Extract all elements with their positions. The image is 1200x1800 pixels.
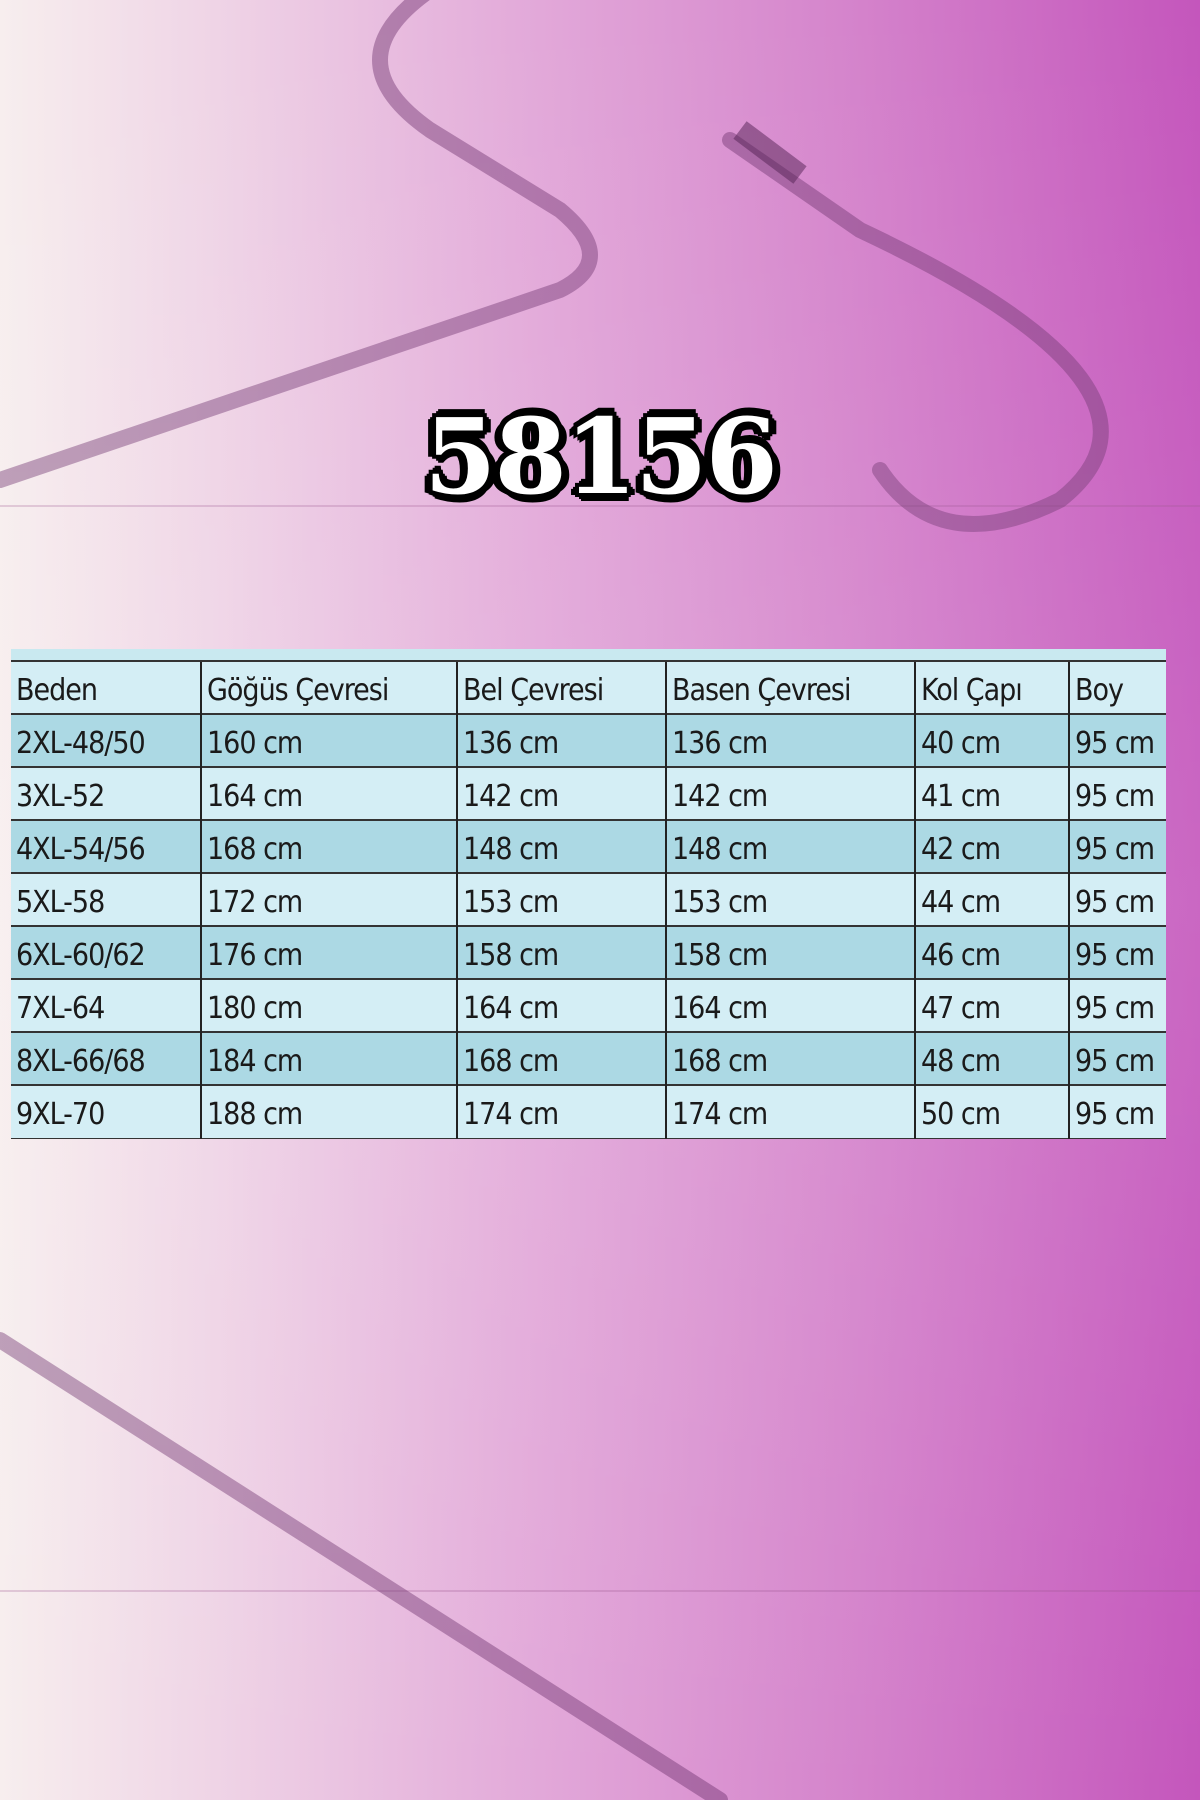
table-header-row: Beden Göğüs Çevresi Bel Çevresi Basen Çevre… xyxy=(11,660,1166,715)
table-row: 4XL-54/56 168 cm 148 cm 148 cm 42 cm 95 cm xyxy=(11,819,1166,874)
table-cell: 188 cm xyxy=(200,1084,457,1139)
table-cell: 172 cm xyxy=(200,872,457,927)
table-cell: 158 cm xyxy=(665,925,915,980)
table-cell: 7XL-64 xyxy=(11,978,201,1033)
table-cell: 50 cm xyxy=(914,1084,1069,1139)
table-cell: 47 cm xyxy=(914,978,1069,1033)
table-cell: 180 cm xyxy=(200,978,457,1033)
table-cell: 160 cm xyxy=(200,713,457,768)
table-cell: 42 cm xyxy=(914,819,1069,874)
table-cell: 9XL-70 xyxy=(11,1084,201,1139)
table-cell: 3XL-52 xyxy=(11,766,201,821)
table-cell: 184 cm xyxy=(200,1031,457,1086)
table-cell: 48 cm xyxy=(914,1031,1069,1086)
table-cell: 176 cm xyxy=(200,925,457,980)
table-cell: 2XL-48/50 xyxy=(11,713,201,768)
table-row: 9XL-70 188 cm 174 cm 174 cm 50 cm 95 cm xyxy=(11,1084,1166,1139)
size-chart-table: Beden Göğüs Çevresi Bel Çevresi Basen Çevre… xyxy=(11,649,1166,1139)
table-cell: 164 cm xyxy=(200,766,457,821)
table-cell: 164 cm xyxy=(665,978,915,1033)
table-cell: Göğüs Çevresi xyxy=(200,660,457,715)
table-cell: 153 cm xyxy=(456,872,666,927)
table-cell: 95 cm xyxy=(1068,925,1166,980)
table-cell: 44 cm xyxy=(914,872,1069,927)
table-cell: 168 cm xyxy=(665,1031,915,1086)
table-cell: 136 cm xyxy=(456,713,666,768)
table-cell: 4XL-54/56 xyxy=(11,819,201,874)
table-cell: 168 cm xyxy=(200,819,457,874)
table-cell: 142 cm xyxy=(665,766,915,821)
table-cell: Boy xyxy=(1068,660,1166,715)
table-cell: Basen Çevresi xyxy=(665,660,915,715)
table-cell: 95 cm xyxy=(1068,1084,1166,1139)
table-cell: 164 cm xyxy=(456,978,666,1033)
table-cell: 142 cm xyxy=(456,766,666,821)
table-cell: 95 cm xyxy=(1068,819,1166,874)
table-cell: 95 cm xyxy=(1068,766,1166,821)
table-cell: 95 cm xyxy=(1068,1031,1166,1086)
table-cell: 95 cm xyxy=(1068,978,1166,1033)
table-cell: 95 cm xyxy=(1068,713,1166,768)
table-cell: 8XL-66/68 xyxy=(11,1031,201,1086)
table-cell: 41 cm xyxy=(914,766,1069,821)
table-cell: 174 cm xyxy=(456,1084,666,1139)
table-cell: 46 cm xyxy=(914,925,1069,980)
table-cell: 153 cm xyxy=(665,872,915,927)
table-cell: 136 cm xyxy=(665,713,915,768)
table-cell: 5XL-58 xyxy=(11,872,201,927)
table-row: 2XL-48/50 160 cm 136 cm 136 cm 40 cm 95 cm xyxy=(11,713,1166,768)
table-cell: 6XL-60/62 xyxy=(11,925,201,980)
table-cell: 148 cm xyxy=(456,819,666,874)
table-cell: 168 cm xyxy=(456,1031,666,1086)
product-code: 58156 xyxy=(424,395,778,518)
table-row: 7XL-64 180 cm 164 cm 164 cm 47 cm 95 cm xyxy=(11,978,1166,1033)
table-cell: Bel Çevresi xyxy=(456,660,666,715)
table-row: 6XL-60/62 176 cm 158 cm 158 cm 46 cm 95 cm xyxy=(11,925,1166,980)
table-cell: 95 cm xyxy=(1068,872,1166,927)
table-cell: 148 cm xyxy=(665,819,915,874)
table-cell: Beden xyxy=(11,660,201,715)
table-row: 3XL-52 164 cm 142 cm 142 cm 41 cm 95 cm xyxy=(11,766,1166,821)
table-row: 8XL-66/68 184 cm 168 cm 168 cm 48 cm 95 cm xyxy=(11,1031,1166,1086)
table-cell: 174 cm xyxy=(665,1084,915,1139)
table-cell: Kol Çapı xyxy=(914,660,1069,715)
table-row: 5XL-58 172 cm 153 cm 153 cm 44 cm 95 cm xyxy=(11,872,1166,927)
table-cell: 158 cm xyxy=(456,925,666,980)
table-cell: 40 cm xyxy=(914,713,1069,768)
